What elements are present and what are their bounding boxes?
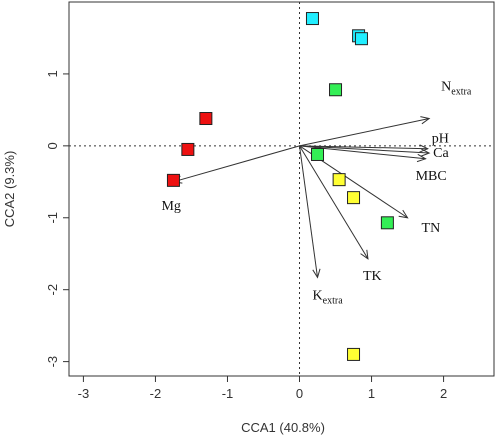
plot-frame bbox=[68, 1, 495, 377]
reference-lines bbox=[69, 2, 494, 376]
x-axis-title: CCA1 (40.8%) bbox=[241, 420, 325, 435]
x-tick-label: 1 bbox=[368, 386, 375, 401]
y-axis: -3 -2 -1 0 1 bbox=[45, 70, 69, 367]
sample-points bbox=[166, 12, 394, 361]
vector-ca-label: Ca bbox=[433, 146, 449, 161]
vector-n-arrowhead bbox=[420, 116, 431, 125]
vector-tk-label: TK bbox=[363, 269, 382, 284]
x-tick-label: 2 bbox=[440, 386, 447, 401]
vector-mg-label: Mg bbox=[161, 199, 180, 214]
x-tick-label: -3 bbox=[78, 386, 90, 401]
vector-label-main: TK bbox=[363, 269, 382, 284]
y-axis-title: CCA2 (9.3%) bbox=[2, 151, 17, 228]
y-tick-label: 0 bbox=[45, 142, 60, 149]
vector-k-arrow bbox=[299, 145, 319, 278]
vector-label-subscript: extra bbox=[323, 295, 344, 306]
vector-ca-arrowhead bbox=[420, 148, 431, 157]
vector-tn-arrowhead bbox=[398, 209, 409, 219]
y-tick-label: 1 bbox=[45, 70, 60, 77]
sample-point-2-1 bbox=[329, 83, 343, 97]
vector-label-subscript: extra bbox=[451, 87, 472, 98]
vector-k-arrowhead bbox=[312, 268, 321, 279]
sample-point-1-3 bbox=[199, 112, 213, 126]
vector-label-main: pH bbox=[432, 132, 449, 147]
y-tick-label: -2 bbox=[45, 284, 60, 296]
vector-label-main: MBC bbox=[416, 169, 447, 184]
sample-point-4-1 bbox=[305, 12, 319, 26]
vector-n-arrow bbox=[299, 118, 430, 147]
vector-ph-arrow bbox=[299, 145, 428, 150]
sample-point-4-3 bbox=[354, 32, 368, 46]
x-tick-label: -1 bbox=[222, 386, 234, 401]
x-tick-label: 0 bbox=[296, 386, 303, 401]
vector-tn-label: TN bbox=[422, 221, 441, 236]
vector-n-label: Nextra bbox=[441, 80, 472, 98]
vector-label-main: K bbox=[313, 288, 323, 303]
vector-tk-arrow bbox=[299, 145, 369, 260]
sample-point-2-3 bbox=[380, 216, 394, 230]
y-tick-label: -3 bbox=[45, 356, 60, 368]
vector-ph-arrowhead bbox=[419, 144, 429, 153]
y-tick-label: -1 bbox=[45, 212, 60, 224]
sample-point-3-1 bbox=[332, 173, 346, 187]
sample-point-3-3 bbox=[347, 347, 361, 361]
sample-point-1-2 bbox=[181, 142, 195, 156]
x-tick-label: -2 bbox=[150, 386, 162, 401]
vector-tk-arrowhead bbox=[360, 249, 369, 260]
vector-mbc-label: MBC bbox=[416, 169, 447, 184]
vector-label-main: Ca bbox=[433, 146, 449, 161]
x-axis: -3 -2 -1 0 1 2 bbox=[78, 376, 447, 401]
vector-label-main: Mg bbox=[161, 199, 180, 214]
vector-mbc-arrowhead bbox=[416, 153, 427, 163]
vector-ph-label: pH bbox=[432, 132, 449, 147]
sample-point-1-1 bbox=[166, 173, 180, 187]
vector-k-label: Kextra bbox=[313, 288, 344, 306]
vector-label-main: TN bbox=[422, 221, 441, 236]
sample-point-3-2 bbox=[347, 191, 361, 205]
sample-point-2-2 bbox=[311, 147, 325, 161]
vector-mg-arrow bbox=[173, 145, 300, 183]
vector-ca-arrow bbox=[299, 145, 430, 154]
vector-label-main: N bbox=[441, 80, 451, 95]
